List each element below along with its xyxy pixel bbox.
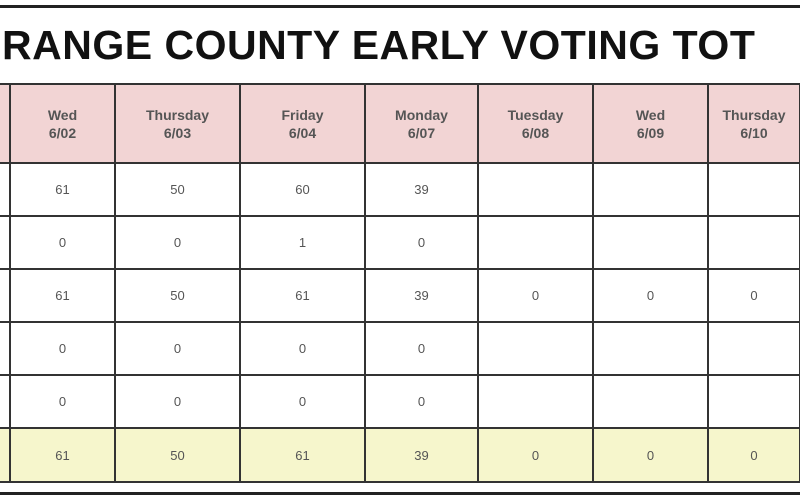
frame: RANGE COUNTY EARLY VOTING TOT Wed 6/02 Thu… (0, 5, 800, 495)
data-cell: 0 (114, 374, 241, 429)
header-cell: Tuesday 6/08 (477, 83, 594, 164)
stub-cell (0, 162, 11, 217)
data-cell: 50 (114, 268, 241, 323)
date-label: 6/02 (48, 124, 77, 141)
data-cell: 0 (364, 215, 479, 270)
data-cell: 0 (9, 321, 116, 376)
header-cell: Thursday 6/03 (114, 83, 241, 164)
data-cell: 0 (707, 268, 800, 323)
data-cell: 60 (239, 162, 366, 217)
stub-cell (0, 215, 11, 270)
data-cell (707, 215, 800, 270)
data-cell: 61 (239, 268, 366, 323)
date-label: 6/07 (407, 124, 436, 141)
data-cell: 39 (364, 268, 479, 323)
data-cell: 50 (114, 427, 241, 483)
data-cell: 0 (477, 268, 594, 323)
data-cell: 0 (477, 427, 594, 483)
day-label: Thursday (722, 106, 786, 123)
stub-cell (0, 374, 11, 429)
day-label: Friday (281, 106, 324, 123)
data-row: 61 50 61 39 0 0 0 (0, 268, 800, 323)
header-cell: Thursday 6/10 (707, 83, 800, 164)
data-cell: 0 (592, 427, 709, 483)
data-cell (707, 162, 800, 217)
day-label: Monday (395, 106, 448, 123)
header-row: Wed 6/02 Thursday 6/03 Friday 6/04 Monday 6/07 T… (0, 83, 800, 164)
day-label: Wed (635, 106, 666, 123)
header-cell: Friday 6/04 (239, 83, 366, 164)
data-cell: 50 (114, 162, 241, 217)
data-cell: 0 (114, 321, 241, 376)
data-cell: 1 (239, 215, 366, 270)
data-cell (592, 321, 709, 376)
day-label: Thursday (145, 106, 209, 123)
data-cell: 0 (364, 321, 479, 376)
date-label: 6/10 (740, 124, 768, 141)
date-label: 6/08 (521, 124, 550, 141)
data-cell: 0 (9, 215, 116, 270)
data-cell: 0 (9, 374, 116, 429)
data-cell (477, 215, 594, 270)
data-cell: 61 (9, 427, 116, 483)
data-cell: 39 (364, 162, 479, 217)
data-cell: 0 (114, 215, 241, 270)
title: RANGE COUNTY EARLY VOTING TOT (2, 22, 756, 68)
data-cell: 61 (9, 162, 116, 217)
data-cell: 0 (239, 374, 366, 429)
stub-cell (0, 268, 11, 323)
data-cell (707, 374, 800, 429)
stub-cell (0, 427, 11, 483)
data-cell (477, 162, 594, 217)
header-cell: Wed 6/09 (592, 83, 709, 164)
data-cell: 0 (592, 268, 709, 323)
data-cell (477, 321, 594, 376)
data-cell (592, 162, 709, 217)
day-label: Tuesday (507, 106, 564, 123)
date-label: 6/09 (636, 124, 665, 141)
data-cell (592, 215, 709, 270)
data-cell: 0 (364, 374, 479, 429)
stub-cell (0, 83, 11, 164)
header-cell: Wed 6/02 (9, 83, 116, 164)
stub-cell (0, 321, 11, 376)
data-row: 61 50 60 39 (0, 162, 800, 217)
total-row: 61 50 61 39 0 0 0 (0, 427, 800, 483)
data-cell (477, 374, 594, 429)
data-cell (592, 374, 709, 429)
data-cell (707, 321, 800, 376)
voting-table: Wed 6/02 Thursday 6/03 Friday 6/04 Monday 6/07 T… (0, 83, 800, 483)
data-cell: 61 (9, 268, 116, 323)
date-label: 6/04 (288, 124, 317, 141)
data-cell: 0 (707, 427, 800, 483)
date-label: 6/03 (163, 124, 192, 141)
day-label: Wed (47, 106, 78, 123)
data-cell: 61 (239, 427, 366, 483)
data-cell: 0 (239, 321, 366, 376)
data-cell: 39 (364, 427, 479, 483)
header-cell: Monday 6/07 (364, 83, 479, 164)
